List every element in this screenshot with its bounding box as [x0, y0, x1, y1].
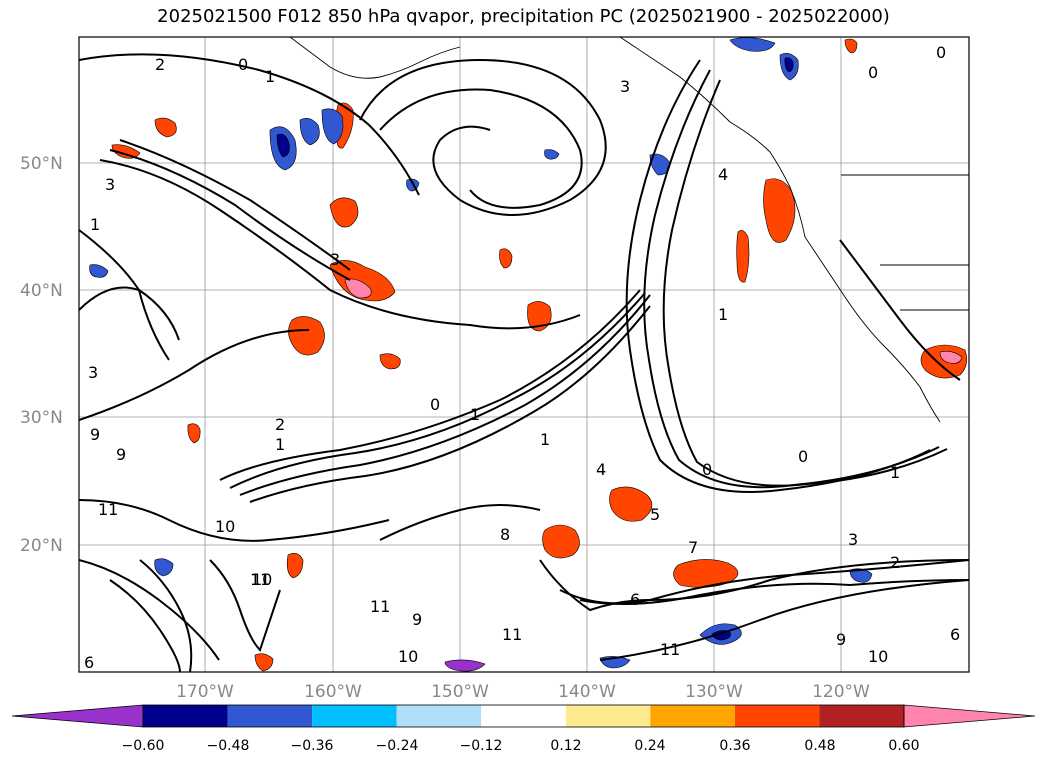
- colorbar-segment: [227, 705, 313, 727]
- contour-label: 9: [412, 610, 422, 629]
- lat-label-20n: 20°N: [20, 536, 63, 556]
- lon-label-150w: 150°W: [431, 682, 489, 702]
- lon-label-140w: 140°W: [558, 682, 616, 702]
- lon-label-160w: 160°W: [304, 682, 362, 702]
- contour-label: 1: [90, 215, 100, 234]
- contour-label: 3: [848, 530, 858, 549]
- contour-label: 5: [650, 505, 660, 524]
- contour-label: 6: [950, 625, 960, 644]
- contour-label: 11: [370, 597, 390, 616]
- lat-label-50n: 50°N: [20, 154, 63, 174]
- colorbar-tick-label: −0.12: [460, 738, 503, 754]
- lon-label-130w: 130°W: [685, 682, 743, 702]
- contour-label: 3: [105, 175, 115, 194]
- contour-label: 1: [540, 430, 550, 449]
- contour-label: 3: [620, 77, 630, 96]
- colorbar-segment: [143, 705, 228, 727]
- contour-label: 0: [238, 55, 248, 74]
- contour-label: 2: [890, 553, 900, 572]
- contour-label: 10: [215, 517, 235, 536]
- contour-label: 11: [660, 640, 680, 659]
- coastlines: [289, 37, 969, 423]
- contour-label: 0: [868, 63, 878, 82]
- graticule: [79, 37, 969, 672]
- longitude-labels: 170°W 160°W 150°W 140°W 130°W 120°W: [176, 682, 870, 702]
- contour-label: 3: [88, 363, 98, 382]
- colorbar: [11, 704, 1036, 728]
- map-title: 2025021500 F012 850 hPa qvapor, precipit…: [157, 6, 890, 27]
- contour-label: 6: [630, 590, 640, 609]
- colorbar-tick-label: −0.60: [122, 738, 165, 754]
- colorbar-tick-label: −0.48: [207, 738, 250, 754]
- colorbar-segment: [565, 705, 651, 727]
- contour-label: 1: [718, 305, 728, 324]
- contour-label: 8: [500, 525, 510, 544]
- contour-label: 11: [502, 625, 522, 644]
- colorbar-tick-labels: −0.60 −0.48 −0.36 −0.24 −0.12 0.12 0.24 …: [122, 738, 920, 754]
- colorbar-segment: [819, 705, 904, 727]
- contour-label: 11: [250, 570, 270, 589]
- contour-label: 7: [688, 538, 698, 557]
- contour-label: 1: [275, 435, 285, 454]
- colorbar-tick-label: 0.48: [804, 738, 835, 754]
- contour-label: 10: [398, 647, 418, 666]
- contour-label: 9: [116, 445, 126, 464]
- colorbar-extend-max: [903, 704, 1036, 728]
- lon-label-170w: 170°W: [176, 682, 234, 702]
- colorbar-segment: [396, 705, 482, 727]
- lat-label-30n: 30°N: [20, 408, 63, 428]
- lat-label-40n: 40°N: [20, 281, 63, 301]
- contour-label: 4: [596, 460, 606, 479]
- colorbar-tick-label: 0.12: [550, 738, 581, 754]
- colorbar-tick-label: −0.24: [376, 738, 419, 754]
- colorbar-tick-label: 0.60: [888, 738, 919, 754]
- contour-label: 1: [265, 67, 275, 86]
- contour-label: 3: [330, 250, 340, 269]
- colorbar-segment: [312, 705, 397, 727]
- contour-label: 10: [252, 570, 272, 589]
- contour-label: 0: [936, 43, 946, 62]
- map-area: [79, 37, 969, 672]
- colorbar-extend-min: [11, 704, 144, 728]
- colorbar-segment: [481, 705, 566, 727]
- contour-label: 0: [702, 460, 712, 479]
- latitude-labels: 50°N 40°N 30°N 20°N: [20, 154, 63, 556]
- lon-label-120w: 120°W: [812, 682, 870, 702]
- contour-label: 4: [718, 165, 728, 184]
- contour-label: 1: [890, 463, 900, 482]
- colorbar-segment: [650, 705, 735, 727]
- contour-label: 1: [470, 405, 480, 424]
- colorbar-border: [142, 704, 905, 728]
- precip-negative: [89, 37, 873, 672]
- colorbar-tick-label: 0.24: [634, 738, 665, 754]
- contour-label: 2: [275, 415, 285, 434]
- contour-label: 0: [798, 447, 808, 466]
- colorbar-tick-label: 0.36: [719, 738, 750, 754]
- contour-label: 9: [836, 630, 846, 649]
- contour-label: 2: [155, 55, 165, 74]
- contour-label: 9: [90, 425, 100, 444]
- qvapor-contours: [79, 53, 969, 672]
- colorbar-tick-label: −0.36: [291, 738, 334, 754]
- precip-positive: [111, 38, 967, 672]
- contour-label: 6: [84, 653, 94, 672]
- contour-label: 0: [430, 395, 440, 414]
- contour-label: 10: [868, 647, 888, 666]
- contour-labels: 2 0 1 3 3 1 0 0 2 3 1 3 0 1 9 9 11 10 11…: [84, 43, 960, 672]
- colorbar-segment: [734, 705, 820, 727]
- contour-label: 11: [98, 500, 118, 519]
- map-frame: [78, 36, 970, 673]
